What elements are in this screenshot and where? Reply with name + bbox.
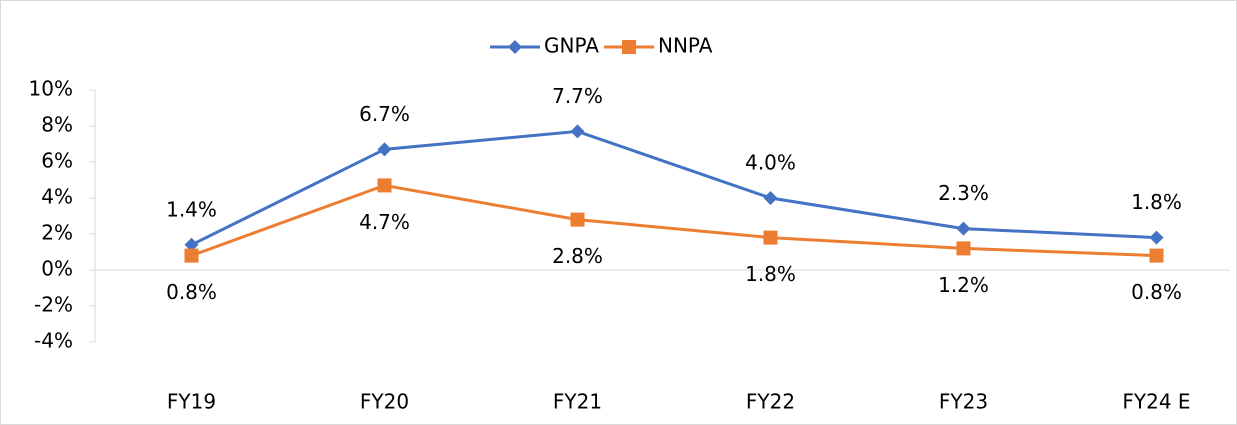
legend-marker: [622, 40, 636, 54]
x-tick-label: FY22: [746, 390, 795, 414]
data-label: 4.0%: [745, 151, 796, 175]
data-point: [763, 230, 778, 245]
y-tick-label: 6%: [41, 149, 73, 173]
y-tick-label: 10%: [29, 77, 73, 101]
legend-label: GNPA: [544, 34, 599, 58]
data-label: 2.3%: [938, 181, 989, 205]
data-label: 1.4%: [166, 197, 217, 221]
data-label: 1.8%: [1131, 190, 1182, 214]
data-label: 0.8%: [1131, 280, 1182, 304]
x-tick-label: FY23: [939, 390, 988, 414]
series-line: [190, 129, 1157, 247]
y-tick-label: 8%: [41, 113, 73, 137]
data-label: 4.7%: [359, 210, 410, 234]
x-tick-label: FY21: [553, 390, 602, 414]
data-point: [377, 142, 392, 157]
data-label: 1.2%: [938, 273, 989, 297]
series-line: [190, 183, 1157, 258]
y-tick-label: -4%: [34, 329, 73, 353]
x-tick-label: FY19: [167, 390, 216, 414]
data-point: [1149, 230, 1164, 245]
data-label: 7.7%: [552, 84, 603, 108]
data-label: 6.7%: [359, 102, 410, 126]
data-point: [377, 178, 392, 193]
y-tick-label: 0%: [41, 257, 73, 281]
legend-label: NNPA: [658, 34, 713, 58]
data-point: [184, 248, 199, 263]
data-label: 0.8%: [166, 280, 217, 304]
data-label: 1.8%: [745, 262, 796, 286]
y-tick-label: -2%: [34, 293, 73, 317]
data-point: [570, 124, 585, 139]
data-point: [763, 191, 778, 205]
legend-marker: [508, 40, 522, 54]
data-point: [570, 212, 585, 227]
data-point: [956, 241, 971, 256]
data-label: 2.8%: [552, 244, 603, 268]
data-point: [956, 221, 971, 236]
x-tick-label: FY20: [360, 390, 409, 414]
y-tick-label: 2%: [41, 221, 73, 245]
data-point: [1149, 248, 1164, 263]
data-point: [184, 237, 199, 252]
x-tick-label: FY24 E: [1122, 390, 1190, 414]
y-tick-label: 4%: [41, 185, 73, 209]
